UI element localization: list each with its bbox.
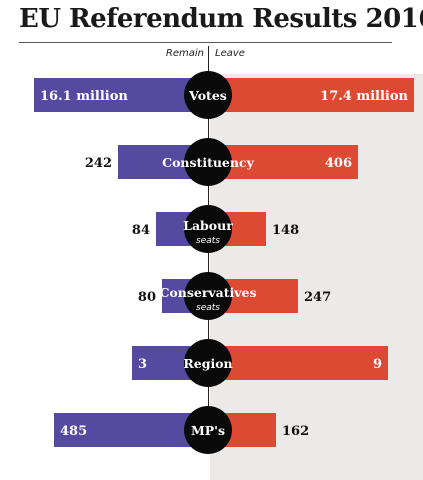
category-label-3: Conservatives [159, 285, 256, 300]
label-remain-5: 485 [60, 424, 87, 439]
label-remain-1: 242 [85, 156, 112, 171]
bar-leave-0 [208, 78, 414, 112]
category-label-1: Constituency [162, 155, 254, 170]
category-circle-1 [184, 138, 232, 186]
chart-title: EU Referendum Results 2016 [19, 4, 423, 34]
label-leave-0: 17.4 million [320, 89, 408, 104]
bar-leave-4 [208, 346, 388, 380]
category-circle-2 [184, 205, 232, 253]
label-remain-3: 80 [138, 290, 156, 305]
bar-remain-5 [54, 413, 208, 447]
category-circle-0 [184, 71, 232, 119]
category-sublabel-3: seats [196, 303, 220, 313]
category-circle-3 [184, 272, 232, 320]
category-label-2: Labour [183, 218, 233, 233]
leave-header: Leave [215, 48, 245, 59]
label-leave-5: 162 [282, 424, 309, 439]
category-circle-5 [184, 406, 232, 454]
bar-remain-0 [34, 78, 208, 112]
category-circle-4 [184, 339, 232, 387]
bar-leave-1 [208, 145, 358, 179]
category-label-0: Votes [188, 88, 227, 103]
category-label-4: Region [183, 356, 232, 371]
title-divider [19, 42, 392, 43]
label-leave-4: 9 [373, 357, 382, 372]
label-leave-1: 406 [325, 156, 352, 171]
category-sublabel-2: seats [196, 236, 220, 246]
label-remain-0: 16.1 million [40, 89, 128, 104]
label-remain-4: 3 [138, 357, 147, 372]
label-leave-3: 247 [304, 290, 331, 305]
remain-header: Remain [165, 48, 204, 59]
leave-side-background [210, 74, 423, 480]
label-remain-2: 84 [132, 223, 150, 238]
category-label-5: MP's [191, 423, 225, 438]
label-leave-2: 148 [272, 223, 299, 238]
